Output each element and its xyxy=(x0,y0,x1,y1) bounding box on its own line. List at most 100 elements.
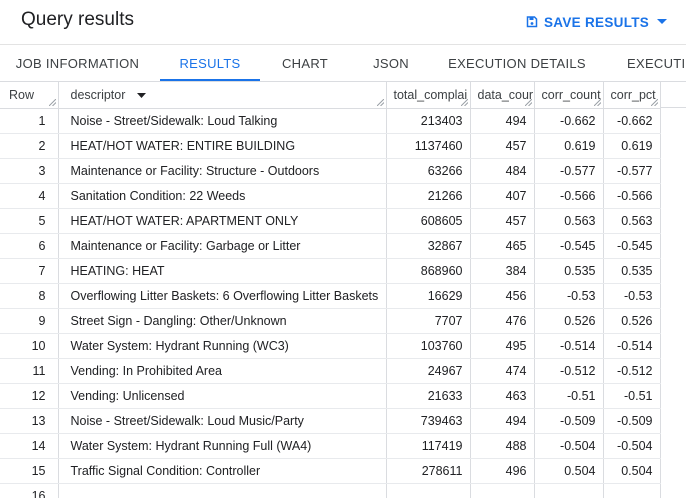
page-title: Query results xyxy=(21,9,134,30)
corr-pct-cell: 0.619 xyxy=(603,133,661,159)
row-number: 10 xyxy=(0,333,59,359)
table-row[interactable]: 15 Traffic Signal Condition: Controller 27… xyxy=(0,458,661,484)
descriptor-cell: Noise - Street/Sidewalk: Loud Music/Part… xyxy=(58,408,387,434)
table-body: 1 Noise - Street/Sidewalk: Loud Talking 21… xyxy=(0,108,661,498)
header-filler xyxy=(660,82,686,108)
data-count-cell: 476 xyxy=(470,308,535,334)
corr-count-cell: -0.51 xyxy=(534,383,604,409)
table-row[interactable]: 2 HEAT/HOT WATER: ENTIRE BUILDING 1137460 4… xyxy=(0,133,661,159)
column-header-total-complaints[interactable]: total_complai xyxy=(386,82,471,109)
resize-handle-icon[interactable] xyxy=(524,98,532,106)
descriptor-cell: Noise - Street/Sidewalk: Loud Talking xyxy=(58,108,387,134)
descriptor-cell: Water System: Hydrant Running (WC3) xyxy=(58,333,387,359)
results-table: Row descriptor total_complai data_cour xyxy=(0,82,661,498)
corr-count-cell: -0.53 xyxy=(534,283,604,309)
corr-pct-cell: 0.504 xyxy=(603,458,661,484)
table-row[interactable]: 6 Maintenance or Facility: Garbage or Lit… xyxy=(0,233,661,259)
descriptor-cell: HEAT/HOT WATER: ENTIRE BUILDING xyxy=(58,133,387,159)
corr-count-cell xyxy=(534,483,604,498)
column-header-label: data_cour xyxy=(477,87,534,102)
table-row[interactable]: 12 Vending: Unlicensed 21633 463 -0.51 -0.51 xyxy=(0,383,661,409)
table-row[interactable]: 1 Noise - Street/Sidewalk: Loud Talking 21… xyxy=(0,108,661,134)
table-header-row: Row descriptor total_complai data_cour xyxy=(0,82,661,109)
corr-pct-cell: 0.563 xyxy=(603,208,661,234)
total-complaints-cell: 278611 xyxy=(386,458,471,484)
corr-pct-cell: -0.53 xyxy=(603,283,661,309)
column-header-row[interactable]: Row xyxy=(0,82,59,109)
save-results-button[interactable]: SAVE RESULTS xyxy=(526,12,673,32)
table-row[interactable]: 11 Vending: In Prohibited Area 24967 474 -0.… xyxy=(0,358,661,384)
column-header-label: Row xyxy=(9,87,35,102)
descriptor-cell: Maintenance or Facility: Structure - Out… xyxy=(58,158,387,184)
corr-pct-cell: -0.514 xyxy=(603,333,661,359)
row-number: 9 xyxy=(0,308,59,334)
resize-handle-icon[interactable] xyxy=(460,98,468,106)
table-row[interactable]: 5 HEAT/HOT WATER: APARTMENT ONLY 608605 457… xyxy=(0,208,661,234)
row-number: 16 xyxy=(0,483,59,498)
column-header-corr-count[interactable]: corr_count xyxy=(534,82,604,109)
resize-handle-icon[interactable] xyxy=(376,98,384,106)
corr-count-cell: 0.619 xyxy=(534,133,604,159)
table-row[interactable]: 9 Street Sign - Dangling: Other/Unknown 77… xyxy=(0,308,661,334)
descriptor-cell: Water System: Hydrant Running Full (WA4) xyxy=(58,433,387,459)
resize-handle-icon[interactable] xyxy=(48,98,56,106)
corr-count-cell: -0.514 xyxy=(534,333,604,359)
corr-pct-cell: -0.566 xyxy=(603,183,661,209)
column-header-corr-pct[interactable]: corr_pct xyxy=(603,82,661,109)
descriptor-cell: HEAT/HOT WATER: APARTMENT ONLY xyxy=(58,208,387,234)
corr-pct-cell: -0.545 xyxy=(603,233,661,259)
corr-count-cell: -0.566 xyxy=(534,183,604,209)
resize-handle-icon[interactable] xyxy=(650,98,658,106)
column-header-label: total_complai xyxy=(393,87,468,102)
tab-execution-details[interactable]: EXECUTION DETAILS xyxy=(448,56,586,71)
row-number: 7 xyxy=(0,258,59,284)
data-count-cell: 484 xyxy=(470,158,535,184)
total-complaints-cell: 1137460 xyxy=(386,133,471,159)
data-count-cell: 457 xyxy=(470,208,535,234)
tab-json[interactable]: JSON xyxy=(373,56,409,71)
corr-count-cell: -0.545 xyxy=(534,233,604,259)
corr-pct-cell: -0.577 xyxy=(603,158,661,184)
table-row[interactable]: 16 xyxy=(0,483,661,498)
total-complaints-cell: 608605 xyxy=(386,208,471,234)
table-row[interactable]: 14 Water System: Hydrant Running Full (WA… xyxy=(0,433,661,459)
data-count-cell: 495 xyxy=(470,333,535,359)
total-complaints-cell: 21266 xyxy=(386,183,471,209)
column-header-descriptor[interactable]: descriptor xyxy=(58,82,387,109)
corr-count-cell: -0.512 xyxy=(534,358,604,384)
table-row[interactable]: 8 Overflowing Litter Baskets: 6 Overflowi… xyxy=(0,283,661,309)
row-number: 2 xyxy=(0,133,59,159)
data-count-cell: 494 xyxy=(470,408,535,434)
descriptor-cell: Sanitation Condition: 22 Weeds xyxy=(58,183,387,209)
tab-job-information[interactable]: JOB INFORMATION xyxy=(15,56,140,71)
resize-handle-icon[interactable] xyxy=(593,98,601,106)
data-count-cell: 494 xyxy=(470,108,535,134)
total-complaints-cell: 868960 xyxy=(386,258,471,284)
tab-execution-graph[interactable]: EXECUTIO xyxy=(627,56,686,71)
total-complaints-cell: 103760 xyxy=(386,333,471,359)
data-count-cell: 456 xyxy=(470,283,535,309)
chevron-down-icon[interactable] xyxy=(657,19,668,25)
row-number: 6 xyxy=(0,233,59,259)
corr-count-cell: -0.504 xyxy=(534,433,604,459)
data-count-cell xyxy=(470,483,535,498)
table-row[interactable]: 4 Sanitation Condition: 22 Weeds 21266 407-… xyxy=(0,183,661,209)
table-row[interactable]: 10 Water System: Hydrant Running (WC3) 103… xyxy=(0,333,661,359)
total-complaints-cell: 32867 xyxy=(386,233,471,259)
table-row[interactable]: 7 HEATING: HEAT 868960 384 0.535 0.535 xyxy=(0,258,661,284)
table-row[interactable]: 13 Noise - Street/Sidewalk: Loud Music/Pa… xyxy=(0,408,661,434)
row-number: 5 xyxy=(0,208,59,234)
data-count-cell: 474 xyxy=(470,358,535,384)
tab-results[interactable]: RESULTS xyxy=(160,45,260,81)
column-header-data-count[interactable]: data_cour xyxy=(470,82,535,109)
table-row[interactable]: 3 Maintenance or Facility: Structure - Ou… xyxy=(0,158,661,184)
data-count-cell: 457 xyxy=(470,133,535,159)
descriptor-cell: Overflowing Litter Baskets: 6 Overflowin… xyxy=(58,283,387,309)
total-complaints-cell: 21633 xyxy=(386,383,471,409)
total-complaints-cell: 63266 xyxy=(386,158,471,184)
results-grid: Row descriptor total_complai data_cour xyxy=(0,82,686,498)
tab-chart[interactable]: CHART xyxy=(281,56,329,71)
sort-down-icon[interactable] xyxy=(136,92,146,98)
total-complaints-cell: 213403 xyxy=(386,108,471,134)
save-results-label: SAVE RESULTS xyxy=(544,14,650,30)
